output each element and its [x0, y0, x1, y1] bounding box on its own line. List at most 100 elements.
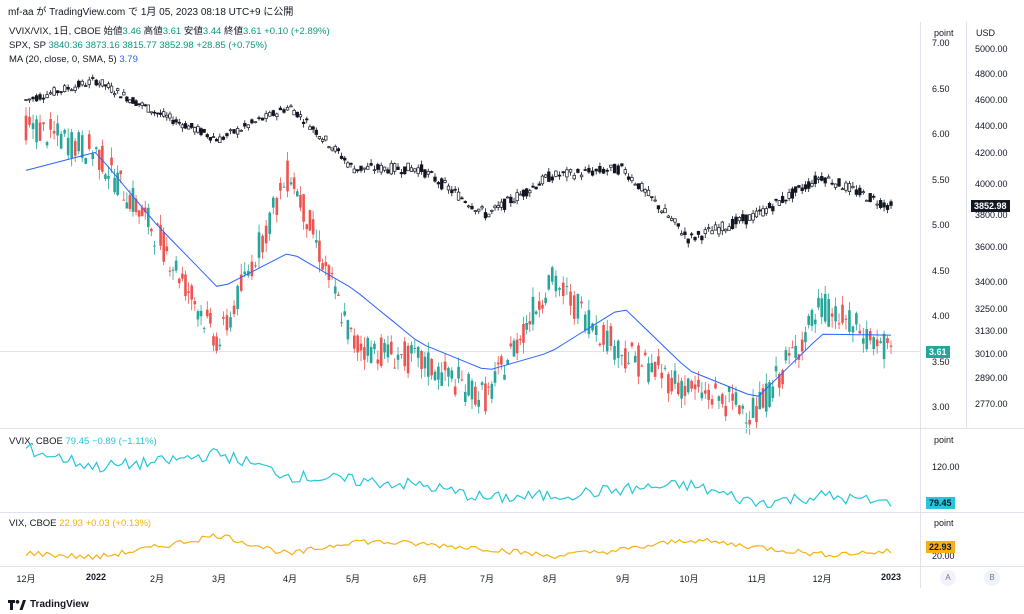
spx-candle [650, 196, 654, 198]
ratio-candle [804, 332, 807, 343]
spx-candle [352, 168, 356, 174]
ratio-candle [254, 265, 257, 267]
spx-candle [59, 91, 63, 93]
spx-candle [77, 80, 81, 88]
settings-b-button[interactable]: B [984, 570, 1000, 586]
spx-candle [62, 85, 67, 92]
spx-candle [311, 126, 315, 130]
ratio-axis-tick: 3.50 [932, 356, 950, 367]
spx-candle [292, 110, 296, 116]
ratio-candle [613, 346, 616, 360]
ratio-candle [851, 326, 855, 333]
ratio-candle [544, 297, 547, 304]
time-axis-tick: 12月 [16, 574, 36, 584]
ratio-candle [396, 354, 400, 360]
spx-candle [80, 80, 84, 86]
ratio-candle [222, 316, 225, 319]
ratio-candle [24, 115, 28, 141]
spx-candle [253, 121, 258, 124]
ratio-candle [66, 137, 70, 156]
spx-candle [813, 175, 817, 184]
ratio-candle [522, 323, 525, 343]
ratio-candle [236, 285, 239, 310]
ratio-candle [630, 342, 634, 347]
ratio-candle [137, 210, 141, 217]
spx-candle [594, 168, 598, 172]
ratio-candle [673, 370, 677, 384]
ratio-candle [741, 405, 745, 409]
ratio-candle [174, 260, 178, 271]
ratio-candle [663, 367, 667, 369]
ratio-candle [889, 345, 893, 347]
ratio-candle [807, 315, 810, 325]
usd-axis-tick: 3250.00 [975, 304, 1008, 314]
ratio-candle [52, 130, 56, 134]
spx-candle [94, 79, 98, 86]
auto-scale-button[interactable]: A [940, 570, 956, 586]
ratio-candle [477, 399, 481, 407]
spx-candle [521, 189, 526, 197]
ratio-candle [56, 123, 59, 136]
ratio-candle [63, 129, 66, 134]
spx-candle [837, 178, 841, 187]
spx-candle [305, 118, 309, 121]
spx-candle [333, 146, 337, 152]
spx-candle [703, 229, 707, 234]
spx-candle [543, 174, 548, 178]
spx-candle [590, 170, 595, 176]
spx-candle [389, 162, 393, 175]
ratio-candle [561, 282, 565, 297]
spx-candle [713, 224, 718, 231]
spx-candle [502, 198, 507, 210]
spx-candle [616, 165, 620, 175]
ratio-candle [282, 186, 286, 188]
spx-candle [737, 217, 742, 222]
spx-candle [689, 233, 694, 236]
spx-candle [833, 183, 838, 188]
ratio-candle [215, 336, 218, 351]
spx-candle [246, 124, 250, 129]
ratio-candle [710, 399, 714, 405]
spx-candle [379, 164, 383, 173]
spx-candle [282, 109, 286, 113]
spx-candle [112, 93, 117, 96]
spx-candle [490, 209, 494, 212]
spx-candle [268, 112, 272, 117]
spx-candle [707, 227, 711, 230]
ratio-candle [373, 343, 376, 350]
time-axis-tick: 6月 [412, 574, 428, 584]
ratio-axis-tick: 4.00 [932, 311, 950, 321]
ratio-candle [830, 313, 834, 317]
ratio-candle [379, 337, 383, 366]
spx-candle [356, 169, 360, 172]
spx-candle [155, 112, 160, 115]
spx-candle [208, 136, 213, 141]
spx-candle [271, 110, 275, 116]
ratio-candle [286, 160, 289, 192]
spx-candle [165, 114, 169, 118]
spx-candle [473, 210, 478, 212]
time-axis-tick: 4月 [282, 574, 298, 584]
spx-candle [250, 119, 254, 124]
ratio-candle [587, 310, 591, 335]
spx-candle [807, 181, 811, 189]
ratio-candle [279, 182, 282, 191]
time-axis-tick: 9月 [615, 574, 631, 584]
ratio-candle [101, 145, 104, 172]
spx-candle [653, 199, 657, 202]
spx-candle [851, 186, 855, 189]
spx-candle [751, 213, 755, 221]
spx-candle [576, 169, 580, 173]
ratio-candle [209, 312, 212, 324]
spx-candle [196, 126, 200, 133]
spx-candle [534, 186, 538, 190]
ratio-candle [376, 359, 380, 364]
legend-vvix-values: 79.45 −0.89 (−1.11%) [65, 436, 157, 447]
time-axis-tick: 10月 [679, 574, 699, 584]
spx-candle [446, 185, 451, 191]
spx-candle [433, 176, 437, 182]
ratio-candle [861, 338, 865, 344]
usd-axis-tick: 3010.00 [975, 349, 1008, 359]
usd-axis-tick: 3400.00 [975, 277, 1008, 287]
